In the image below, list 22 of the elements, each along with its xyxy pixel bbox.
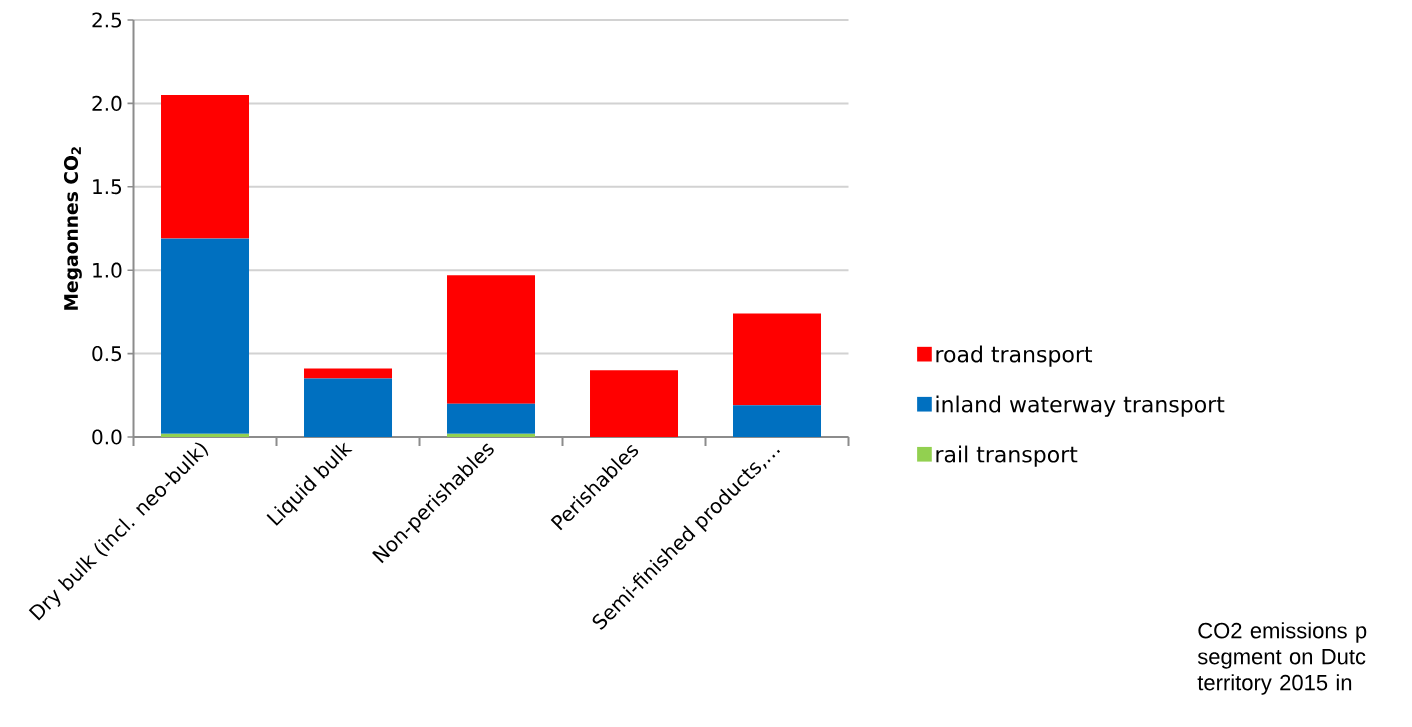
bar	[447, 275, 536, 404]
y-tick-label: 0.5	[92, 346, 122, 362]
y-tick-label: 2.0	[92, 95, 122, 111]
bar	[304, 368, 393, 379]
bar	[733, 313, 822, 406]
legend-label: inland waterway transport	[936, 395, 1225, 417]
bar	[447, 403, 536, 434]
bar	[733, 405, 822, 437]
legend-label: road transport	[936, 345, 1093, 367]
bar	[304, 378, 393, 437]
bar	[161, 238, 250, 434]
bar	[447, 433, 536, 437]
y-tick-label: 2.5	[92, 12, 122, 28]
y-tick-label: 1.0	[93, 262, 122, 278]
text: CO2 emissions p segment on Dutc territory 2015 in	[1197, 622, 1367, 695]
legend-label: rail transport	[936, 445, 1078, 467]
bar	[590, 370, 679, 437]
y-axis-title: Megaonnes CO$_{2}$	[63, 147, 82, 310]
bar	[161, 95, 250, 239]
y-tick-label: 0.0	[92, 429, 122, 445]
bar	[161, 433, 250, 437]
y-tick-label: 1.5	[93, 179, 122, 195]
